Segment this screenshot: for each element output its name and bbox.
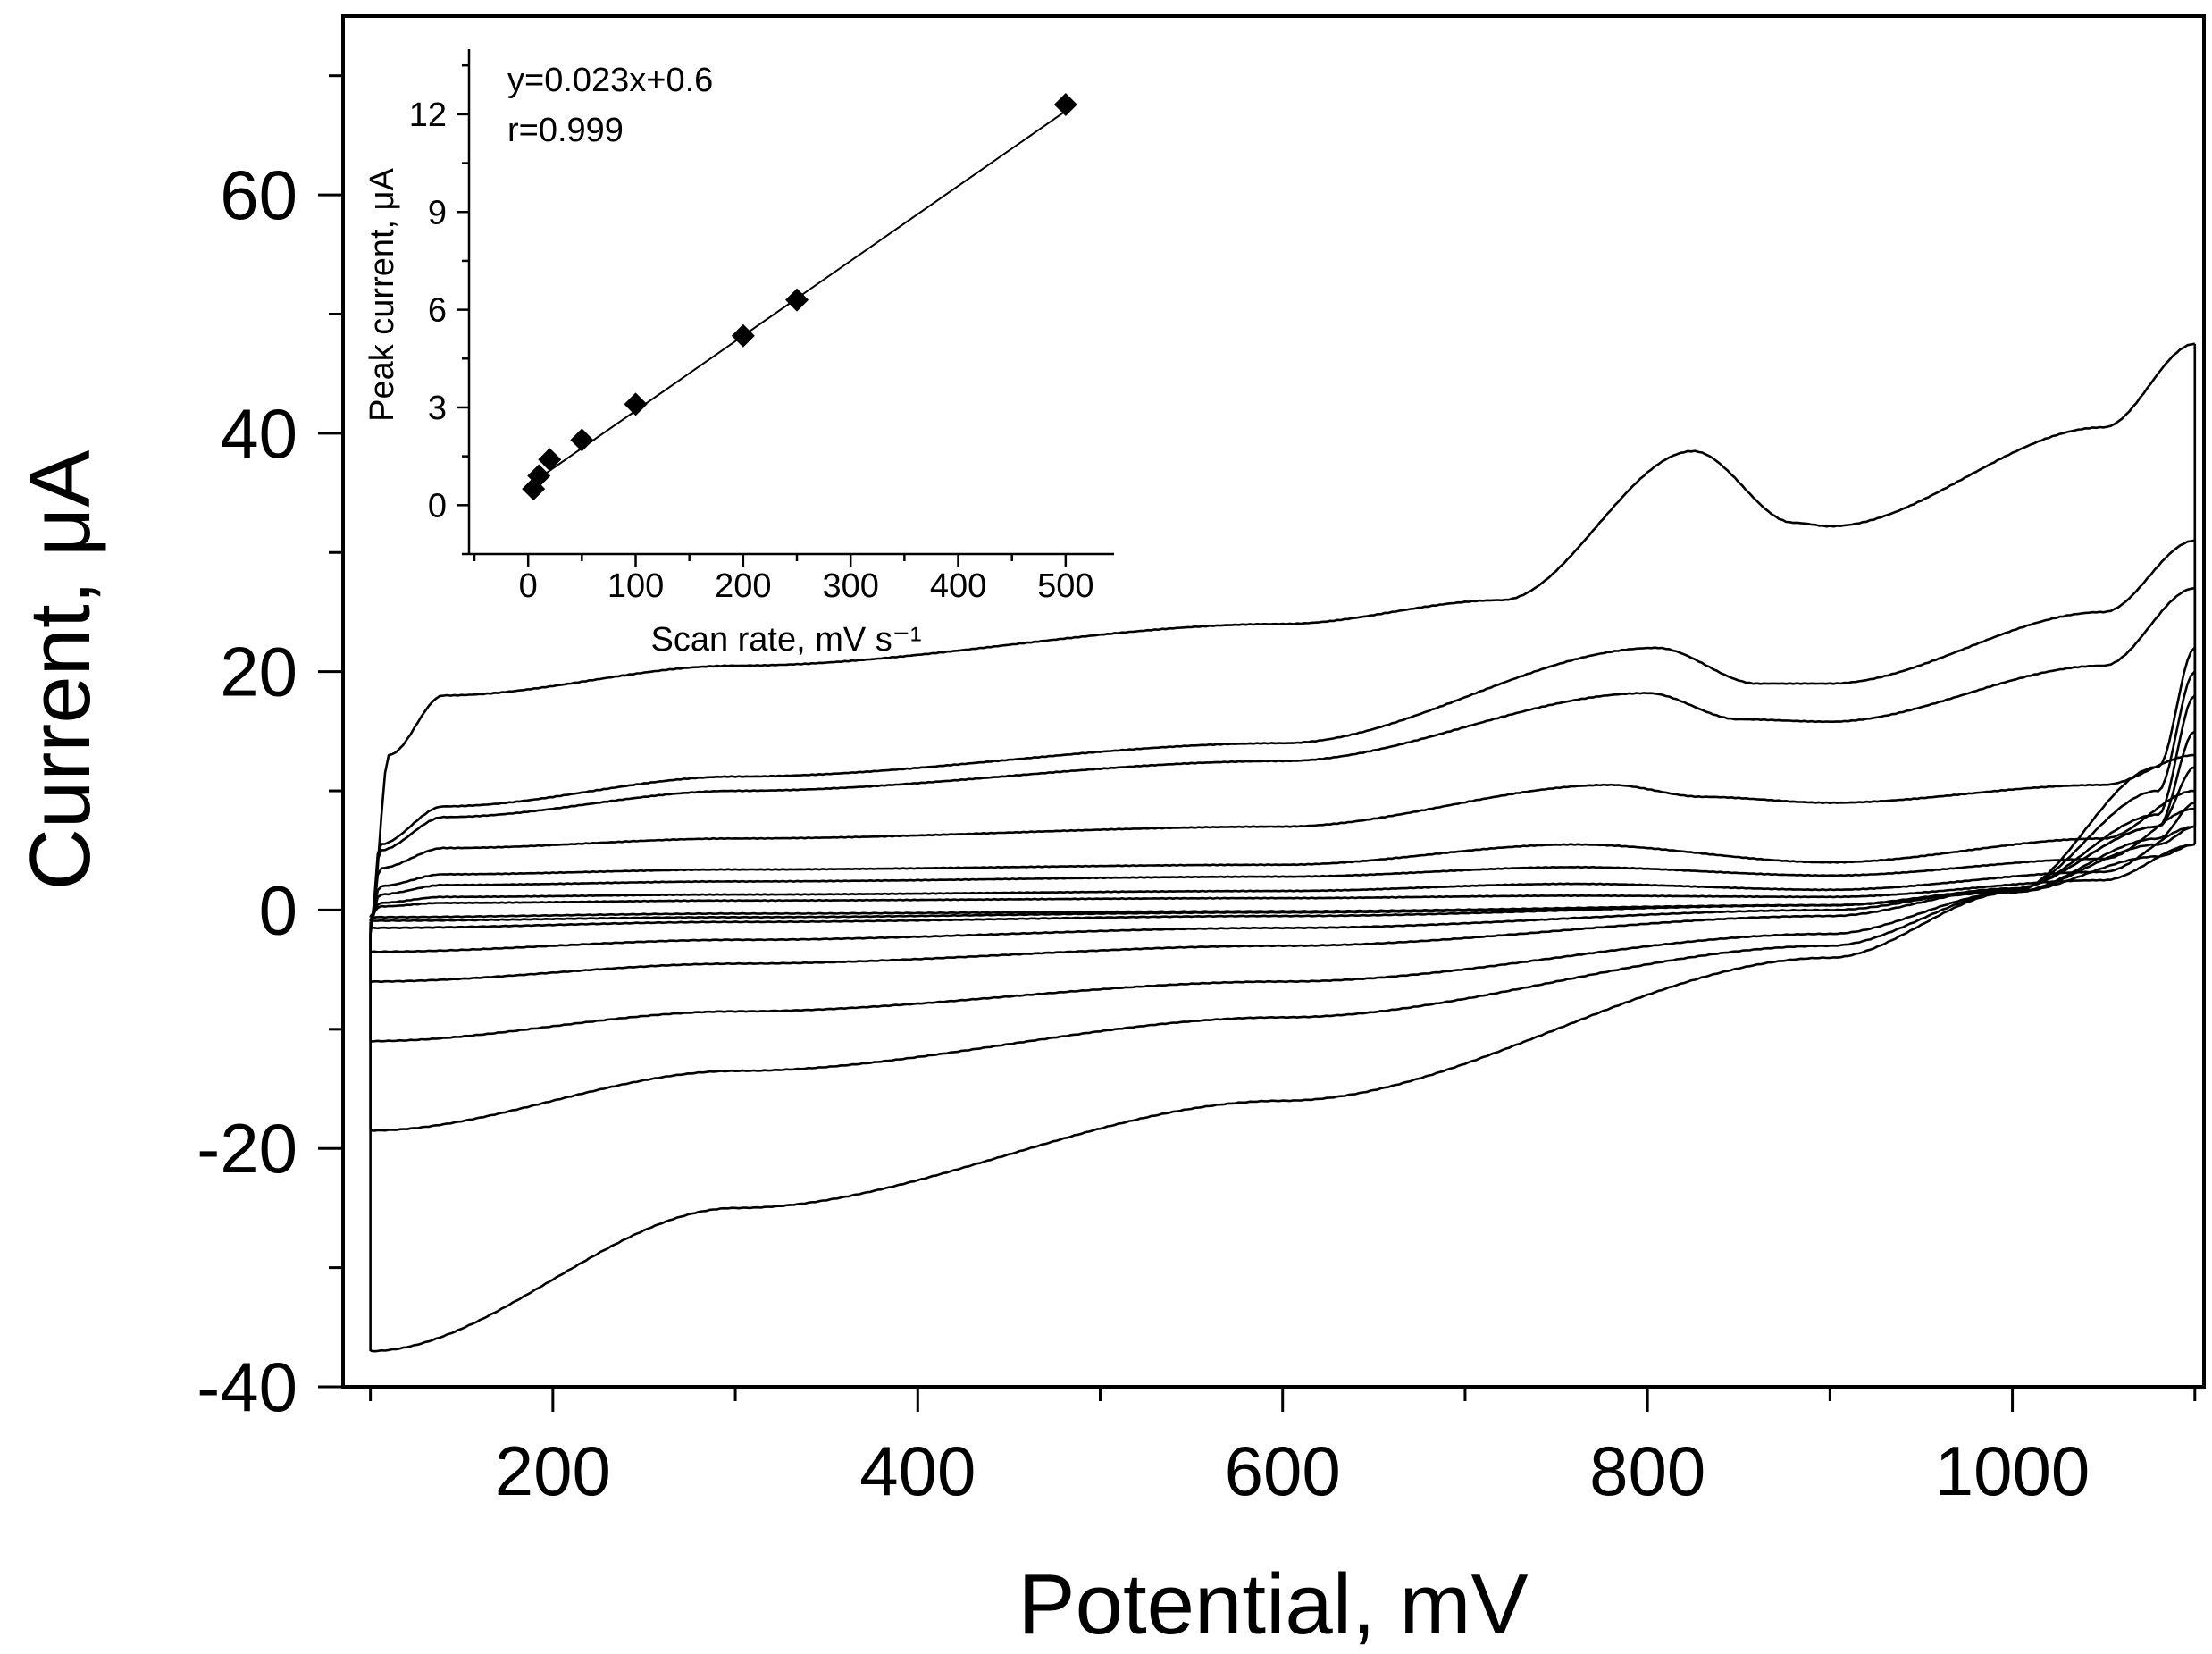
inset-x-tick-label: 300 xyxy=(822,567,878,605)
cv-reverse-scan xyxy=(370,801,2196,1043)
inset-y-tick-label: 0 xyxy=(428,487,447,525)
main-y-axis-label: Current, μA xyxy=(13,450,108,891)
cv-forward-scan xyxy=(369,807,2195,923)
inset-data-point xyxy=(538,448,562,472)
main-curves xyxy=(369,342,2197,1353)
inset-x-tick-label: 100 xyxy=(607,567,664,605)
cv-forward-scan xyxy=(369,753,2195,935)
cv-forward-scan xyxy=(369,586,2196,935)
inset-x-axis-label: Scan rate, mV s⁻¹ xyxy=(650,621,921,659)
main-plot-frame xyxy=(341,14,2206,1389)
main-x-tick-label: 600 xyxy=(1225,1432,1341,1510)
inset-data-point xyxy=(570,428,594,452)
main-x-ticks: 200 400 600 800 1000 xyxy=(369,1387,2197,1510)
cv-reverse-scan xyxy=(370,694,2196,930)
correlation-annotation: r=0.999 xyxy=(507,112,624,149)
inset-y-tick-label: 3 xyxy=(428,390,447,427)
cv-reverse-scan xyxy=(370,825,2196,1132)
inset-points xyxy=(522,92,1077,501)
inset-y-tick-label: 9 xyxy=(428,194,447,231)
cv-reverse-scan xyxy=(370,766,2196,984)
main-y-tick-label: -20 xyxy=(197,1109,297,1188)
main-y-tick-label: 20 xyxy=(220,633,297,711)
main-x-tick-label: 400 xyxy=(859,1432,976,1510)
inset-x-tick-label: 500 xyxy=(1037,567,1093,605)
main-y-tick-label: -40 xyxy=(197,1348,297,1426)
cv-reverse-scan xyxy=(370,843,2196,1353)
fit-equation-annotation: y=0.023x+0.6 xyxy=(507,62,713,99)
inset-axes xyxy=(467,49,1114,556)
inset-y-axis-label: Peak current, μA xyxy=(364,167,401,421)
main-x-tick-label: 800 xyxy=(1589,1432,1705,1510)
inset-data-point xyxy=(527,464,551,488)
cv-forward-scan xyxy=(369,843,2196,918)
inset-chart: 0 100 200 300 400 500 0 3 6 9 12 y=0.023x+0.6 r=0… xyxy=(364,49,1114,659)
inset-x-tick-label: 0 xyxy=(519,567,538,605)
main-y-tick-label: 40 xyxy=(220,394,297,473)
inset-data-point xyxy=(785,288,809,312)
main-y-tick-label: 60 xyxy=(220,155,297,234)
cv-forward-scan xyxy=(369,539,2196,935)
inset-data-point xyxy=(624,392,648,416)
inset-x-tick-label: 200 xyxy=(715,567,771,605)
cv-forward-scan xyxy=(369,825,2195,920)
inset-data-point xyxy=(731,323,755,348)
main-y-tick-label: 0 xyxy=(259,870,297,949)
cv-reverse-scan xyxy=(370,730,2196,953)
inset-data-point xyxy=(1053,92,1077,116)
main-x-tick-label: 1000 xyxy=(1935,1432,2091,1510)
inset-x-tick-label: 400 xyxy=(930,567,986,605)
main-x-axis-label: Potential, mV xyxy=(1018,1557,1529,1652)
main-x-tick-label: 200 xyxy=(495,1432,611,1510)
inset-y-tick-label: 6 xyxy=(428,292,447,330)
cv-forward-scan xyxy=(369,789,2195,928)
inset-y-tick-label: 12 xyxy=(409,97,447,134)
main-y-ticks: -40 -20 0 20 40 60 xyxy=(197,74,343,1426)
cv-forward-scan xyxy=(369,342,2196,928)
inset-y-ticks: 0 3 6 9 12 xyxy=(409,63,469,556)
inset-x-ticks: 0 100 200 300 400 500 xyxy=(473,554,1094,605)
